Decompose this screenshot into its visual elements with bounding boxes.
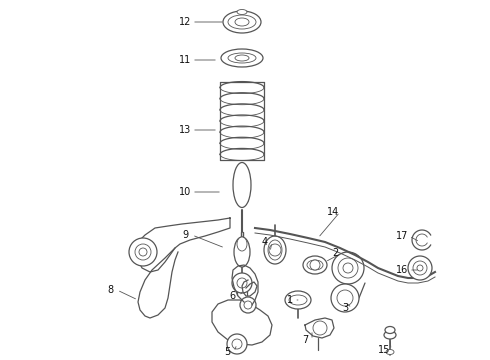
Ellipse shape <box>303 256 327 274</box>
Text: 16: 16 <box>396 265 408 275</box>
Ellipse shape <box>268 240 282 260</box>
Circle shape <box>139 248 147 256</box>
Text: 15: 15 <box>378 345 390 355</box>
Text: 11: 11 <box>179 55 191 65</box>
Text: 9: 9 <box>182 230 188 240</box>
Text: 12: 12 <box>179 17 191 27</box>
Circle shape <box>237 278 247 288</box>
Polygon shape <box>305 318 334 338</box>
Text: 3: 3 <box>342 303 348 313</box>
Text: 5: 5 <box>224 347 230 357</box>
Circle shape <box>129 238 157 266</box>
Ellipse shape <box>235 55 249 61</box>
Circle shape <box>244 301 252 309</box>
Circle shape <box>240 297 256 313</box>
Text: 17: 17 <box>396 231 408 241</box>
Circle shape <box>408 256 432 280</box>
Text: 4: 4 <box>262 237 268 247</box>
Circle shape <box>337 290 353 306</box>
Text: 2: 2 <box>332 248 338 258</box>
Circle shape <box>332 252 364 284</box>
Circle shape <box>338 258 358 278</box>
Ellipse shape <box>228 15 256 29</box>
Ellipse shape <box>235 18 249 26</box>
Circle shape <box>227 334 247 354</box>
Text: 1: 1 <box>287 295 293 305</box>
Ellipse shape <box>385 327 395 333</box>
Ellipse shape <box>237 9 247 14</box>
Text: 8: 8 <box>107 285 113 295</box>
Circle shape <box>417 265 423 271</box>
Ellipse shape <box>234 237 250 267</box>
Circle shape <box>232 339 242 349</box>
Polygon shape <box>212 300 272 345</box>
Ellipse shape <box>289 295 307 305</box>
Ellipse shape <box>386 350 394 355</box>
Ellipse shape <box>233 162 251 207</box>
Ellipse shape <box>285 291 311 309</box>
Circle shape <box>331 284 359 312</box>
Ellipse shape <box>228 53 256 63</box>
Circle shape <box>413 261 427 275</box>
Ellipse shape <box>237 237 247 251</box>
Ellipse shape <box>307 260 323 270</box>
Text: 6: 6 <box>229 291 235 301</box>
Ellipse shape <box>384 331 396 339</box>
Circle shape <box>135 244 151 260</box>
Circle shape <box>269 244 281 256</box>
Ellipse shape <box>264 236 286 264</box>
Circle shape <box>313 321 327 335</box>
Ellipse shape <box>223 11 261 33</box>
Polygon shape <box>135 218 230 272</box>
Circle shape <box>232 273 252 293</box>
Text: 13: 13 <box>179 125 191 135</box>
Text: 14: 14 <box>327 207 339 217</box>
Ellipse shape <box>221 49 263 67</box>
Text: 10: 10 <box>179 187 191 197</box>
Text: 7: 7 <box>302 335 308 345</box>
Circle shape <box>310 260 320 270</box>
Circle shape <box>343 263 353 273</box>
